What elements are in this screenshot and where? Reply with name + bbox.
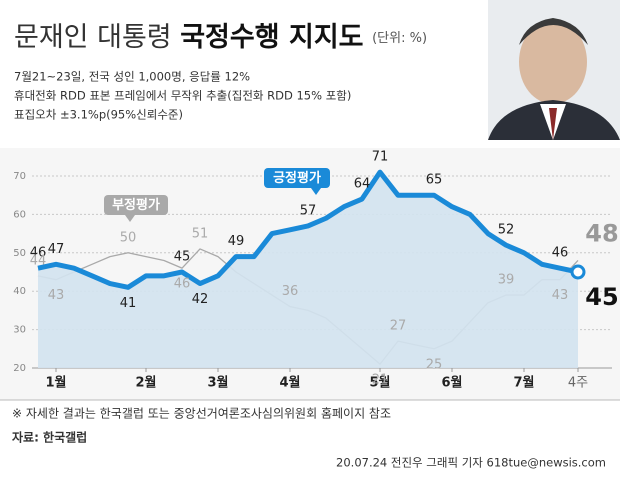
- legend-pointer: [311, 188, 321, 195]
- portrait: [488, 0, 620, 140]
- value-label: 47: [48, 242, 65, 257]
- subtitle-line: 휴대전화 RDD 표본 프레임에서 무작위 추출(집전화 RDD 15% 포함): [14, 89, 351, 103]
- y-tick-label: 50: [13, 248, 26, 259]
- end-value-label: 48: [585, 219, 618, 247]
- value-label: 71: [372, 150, 389, 165]
- x-tick-label: 6월: [441, 375, 462, 391]
- area: [38, 172, 578, 368]
- title-main: 문재인 대통령: [14, 22, 172, 53]
- x-tick-label: 3월: [207, 375, 228, 391]
- y-tick-label: 40: [13, 286, 26, 297]
- value-label: 50: [120, 230, 137, 245]
- x-tick-label: 4월: [279, 375, 300, 391]
- value-label: 46: [30, 246, 47, 261]
- value-label: 46: [174, 277, 191, 292]
- footnote: ※ 자세한 결과는 한국갤럽 또는 중앙선거여론조사심의위원회 홈페이지 참조: [12, 407, 391, 421]
- legend-box: [264, 168, 330, 188]
- value-label: 39: [498, 273, 515, 288]
- y-tick-label: 20: [13, 363, 26, 374]
- y-tick-label: 70: [13, 171, 26, 182]
- x-tick-label: 1월: [45, 375, 66, 391]
- value-label: 27: [390, 319, 407, 334]
- value-label: 65: [426, 173, 443, 188]
- value-label: 44: [30, 253, 47, 268]
- value-label: 57: [300, 203, 317, 218]
- value-label: 41: [120, 296, 137, 311]
- legend-label: 부정평가: [112, 197, 160, 213]
- value-label: 46: [552, 246, 569, 261]
- line: [37, 169, 579, 290]
- legend-box: [104, 195, 168, 215]
- subtitle-line: 7월21~23일, 전국 성인 1,000명, 응답률 12%: [14, 70, 250, 84]
- unit: (단위: %): [372, 31, 427, 46]
- value-label: 21: [372, 373, 389, 388]
- legend-label: 긍정평가: [273, 170, 321, 186]
- value-label: 51: [192, 226, 209, 241]
- title-emphasis: 국정수행 지지도: [180, 22, 363, 53]
- value-label: 25: [426, 357, 443, 372]
- value-label: 49: [228, 234, 245, 249]
- source: 자료: 한국갤럽: [12, 430, 87, 445]
- x-tick-label: 4주: [568, 376, 588, 391]
- value-label: 64: [354, 177, 371, 192]
- value-label: 36: [282, 284, 299, 299]
- end-value-label: 45: [585, 283, 618, 311]
- value-label: 52: [498, 223, 515, 238]
- y-tick-label: 60: [13, 209, 26, 220]
- x-tick-label: 5월: [369, 375, 390, 391]
- legend-pointer: [125, 215, 135, 222]
- value-label: 43: [552, 288, 569, 303]
- value-label: 45: [174, 250, 191, 265]
- credit: 20.07.24 전진우 그래픽 기자 618tue@newsis.com: [336, 456, 606, 470]
- subtitle-line: 표집오차 ±3.1%p(95%신뢰수준): [14, 108, 183, 122]
- value-label: 42: [192, 292, 209, 307]
- value-label: 43: [48, 288, 65, 303]
- x-tick-label: 2월: [135, 375, 156, 391]
- title: 문재인 대통령 국정수행 지지도 (단위: %): [14, 22, 427, 53]
- x-tick-label: 7월: [513, 375, 534, 391]
- y-tick-label: 30: [13, 325, 26, 336]
- end-point: [570, 264, 586, 280]
